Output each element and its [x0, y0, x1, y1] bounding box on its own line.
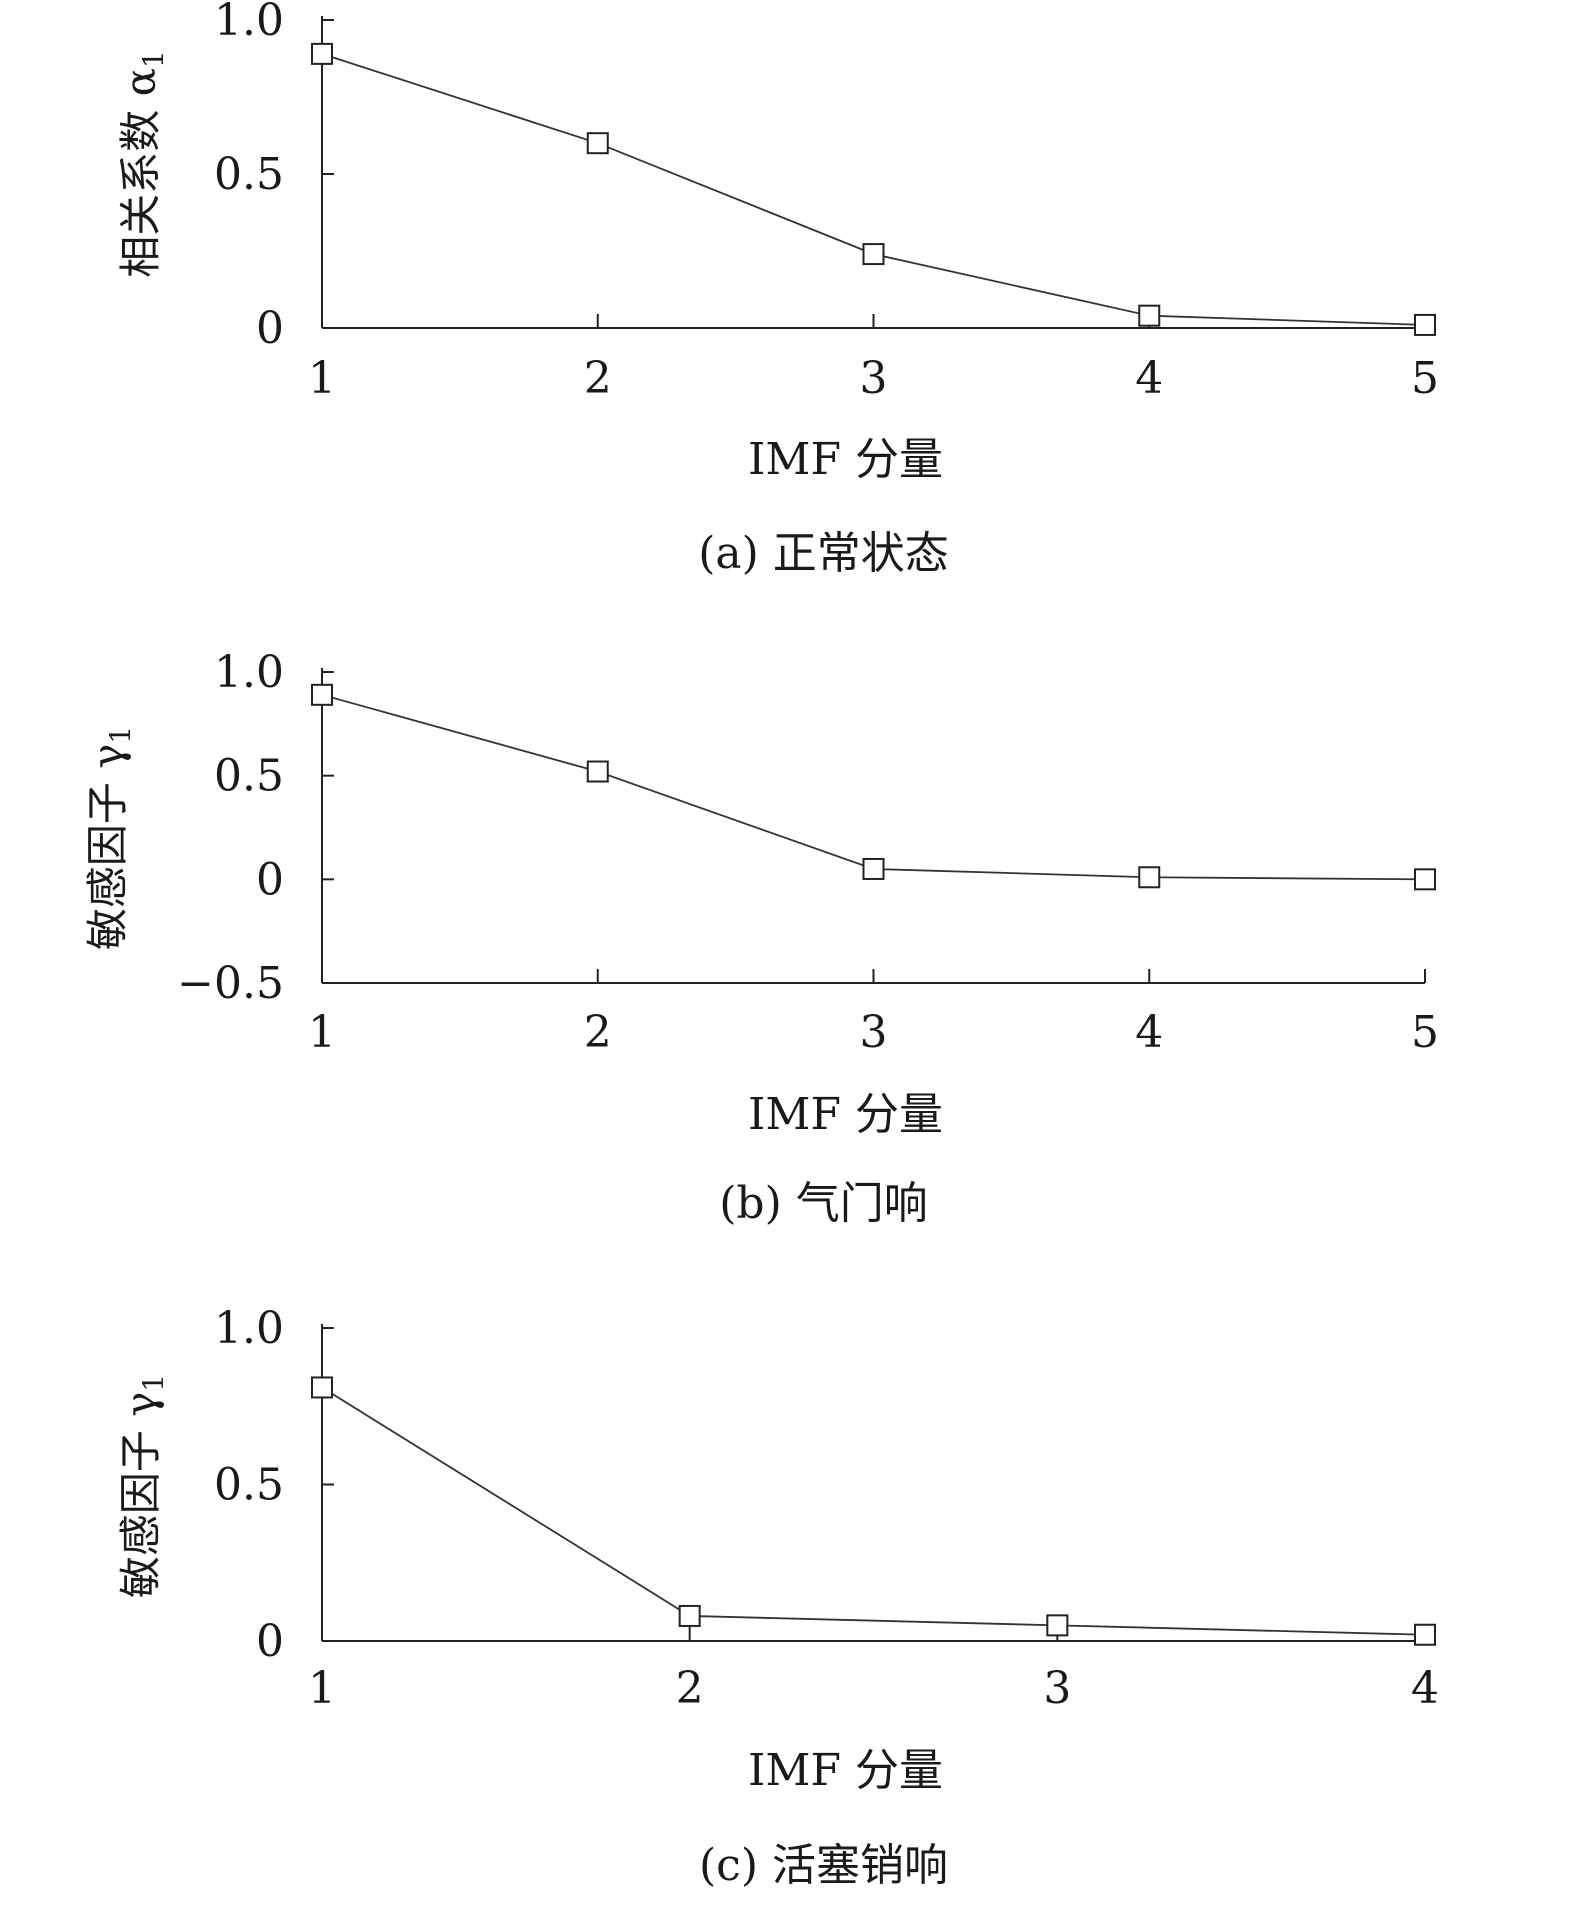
data-point-marker [586, 132, 609, 155]
data-point-marker [1414, 1623, 1436, 1646]
data-point-marker [678, 1604, 701, 1627]
x-tick-label: 4 [1135, 1007, 1163, 1058]
y-tick-label: 0 [256, 854, 284, 905]
chart-panel-3: 0 0.5 1.0 1 2 3 4 IMF 分量 敏感因子 γ1 (c) 活塞销响 [116, 1303, 1439, 1891]
panel-caption: (a) 正常状态 [698, 528, 949, 579]
chart-panel-2: −0.5 0 0.5 1.0 1 2 3 4 5 IMF 分量 敏感因子 γ1 (b) 气门响 [83, 647, 1439, 1229]
y-axis-title: 敏感因子 γ1 [83, 726, 137, 950]
x-tick-label: 2 [584, 1007, 612, 1058]
data-point-marker [586, 760, 609, 783]
y-tick-label: 0 [256, 1616, 284, 1667]
data-point-marker [311, 683, 333, 706]
x-tick-label: 3 [1043, 1663, 1071, 1714]
x-tick-label: 2 [676, 1663, 704, 1714]
data-point-marker [1138, 866, 1161, 889]
data-point-marker [862, 243, 885, 266]
panel-caption: (b) 气门响 [719, 1178, 927, 1229]
y-tick-label: 0.5 [214, 1460, 284, 1511]
data-point-marker [862, 857, 885, 880]
y-tick-label: 1.0 [214, 1303, 284, 1354]
x-axis-title: IMF 分量 [748, 434, 943, 485]
x-tick-label: 4 [1135, 353, 1163, 404]
y-tick-label: 0.5 [214, 149, 284, 200]
data-point-marker [1414, 313, 1436, 336]
x-tick-label: 1 [308, 1007, 336, 1058]
chart-panel-1: 0 0.5 1.0 1 2 3 4 5 IMF 分量 相关系数 α1 (a) 正常状态 [116, 0, 1439, 579]
x-tick-label: 3 [860, 353, 888, 404]
data-point-marker [311, 1376, 333, 1399]
data-point-marker [1414, 868, 1436, 891]
y-tick-label: 1.0 [214, 0, 284, 46]
x-tick-label: 5 [1411, 353, 1439, 404]
series-line [321, 53, 1426, 326]
y-tick-label: 1.0 [214, 647, 284, 698]
y-axis-title: 相关系数 α1 [116, 50, 170, 278]
data-point-marker [311, 42, 333, 65]
x-tick-label: 1 [308, 353, 336, 404]
x-axis-title: IMF 分量 [748, 1089, 943, 1140]
panel-caption: (c) 活塞销响 [699, 1840, 948, 1891]
y-tick-label: 0.5 [214, 751, 284, 802]
data-point-marker [1046, 1614, 1069, 1637]
series-line [321, 693, 1426, 881]
x-tick-label: 1 [308, 1663, 336, 1714]
x-axis-title: IMF 分量 [748, 1745, 943, 1796]
x-tick-label: 2 [584, 353, 612, 404]
x-tick-label: 3 [860, 1007, 888, 1058]
y-tick-label: 0 [256, 303, 284, 354]
data-point-marker [1138, 304, 1161, 327]
series-line [321, 1386, 1426, 1636]
y-tick-label: −0.5 [177, 958, 284, 1009]
y-axis-title: 敏感因子 γ1 [116, 1374, 170, 1598]
x-tick-label: 5 [1411, 1007, 1439, 1058]
x-tick-label: 4 [1411, 1663, 1439, 1714]
